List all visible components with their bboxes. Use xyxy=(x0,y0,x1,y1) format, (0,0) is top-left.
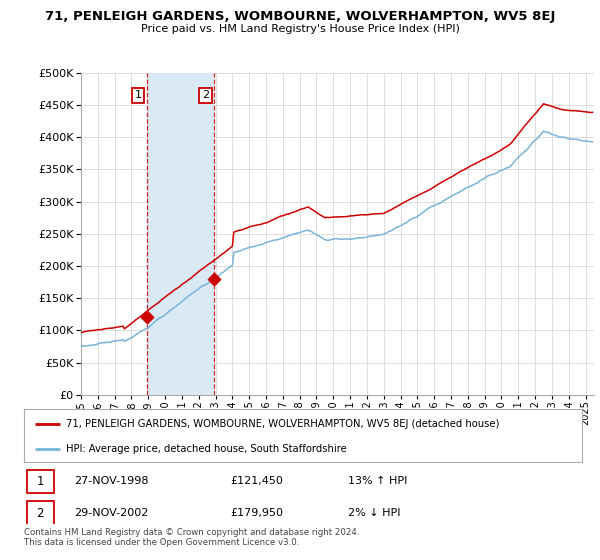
FancyBboxPatch shape xyxy=(27,469,53,493)
Text: Contains HM Land Registry data © Crown copyright and database right 2024.
This d: Contains HM Land Registry data © Crown c… xyxy=(24,528,359,547)
Text: 29-NOV-2002: 29-NOV-2002 xyxy=(74,508,149,518)
FancyBboxPatch shape xyxy=(27,501,53,525)
Text: 1: 1 xyxy=(37,475,44,488)
Text: 2: 2 xyxy=(37,506,44,520)
Text: 13% ↑ HPI: 13% ↑ HPI xyxy=(347,476,407,486)
Point xyxy=(209,274,218,283)
Text: Price paid vs. HM Land Registry's House Price Index (HPI): Price paid vs. HM Land Registry's House … xyxy=(140,24,460,34)
Text: HPI: Average price, detached house, South Staffordshire: HPI: Average price, detached house, Sout… xyxy=(66,444,347,454)
Text: 1: 1 xyxy=(134,90,142,100)
Bar xyxy=(146,73,214,395)
Text: £121,450: £121,450 xyxy=(230,476,283,486)
Text: £179,950: £179,950 xyxy=(230,508,283,518)
Text: 2: 2 xyxy=(202,90,209,100)
Point xyxy=(142,312,151,321)
Text: 2% ↓ HPI: 2% ↓ HPI xyxy=(347,508,400,518)
Text: 27-NOV-1998: 27-NOV-1998 xyxy=(74,476,149,486)
Text: 71, PENLEIGH GARDENS, WOMBOURNE, WOLVERHAMPTON, WV5 8EJ: 71, PENLEIGH GARDENS, WOMBOURNE, WOLVERH… xyxy=(45,10,555,22)
Text: 71, PENLEIGH GARDENS, WOMBOURNE, WOLVERHAMPTON, WV5 8EJ (detached house): 71, PENLEIGH GARDENS, WOMBOURNE, WOLVERH… xyxy=(66,419,499,429)
